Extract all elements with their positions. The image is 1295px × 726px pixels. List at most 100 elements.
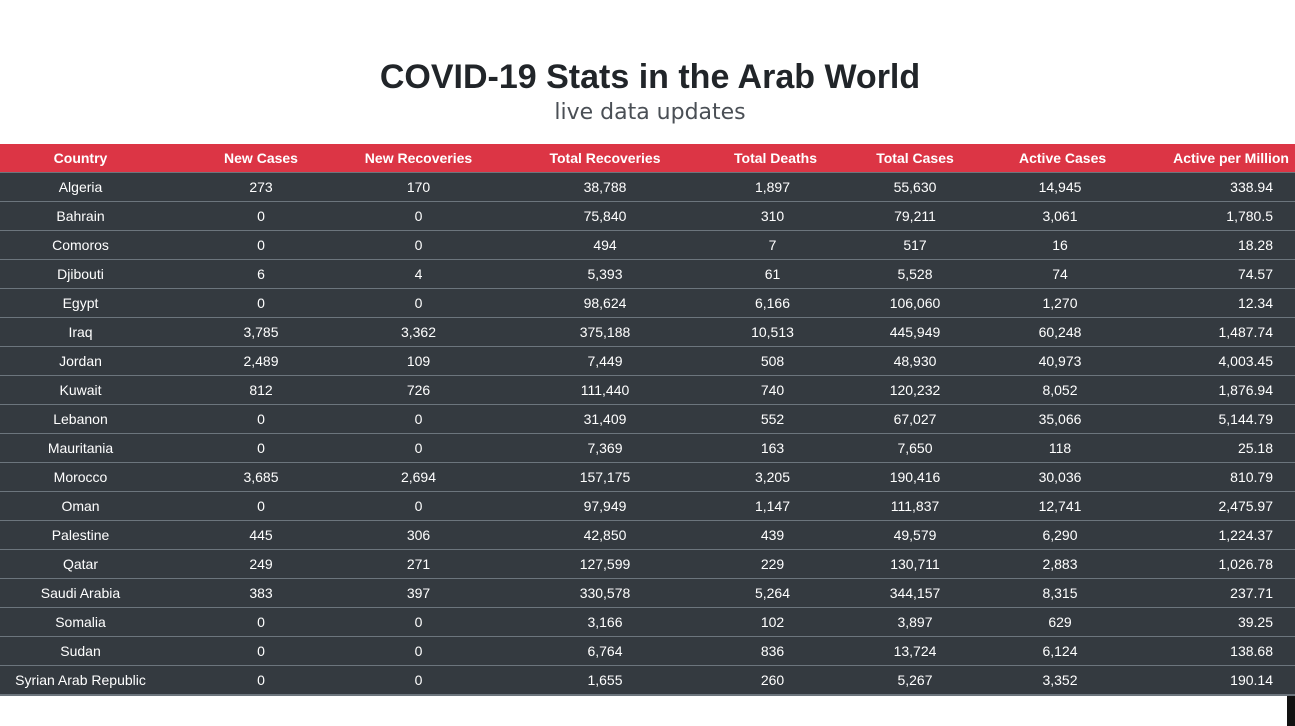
- table-body: Algeria 273 170 38,788 1,897 55,630 14,945 338.…: [0, 172, 1295, 696]
- cell-total-deaths: 3,205: [734, 462, 811, 492]
- column-header-total-recoveries: Total Recoveries: [549, 150, 661, 166]
- cell-active-per-million: 74.57: [1101, 259, 1295, 289]
- cell-total-cases: 7,650: [811, 433, 1019, 463]
- cell-new-recoveries: 0: [361, 636, 476, 666]
- cell-active-cases: 30,036: [1019, 462, 1101, 492]
- cell-new-recoveries: 306: [361, 520, 476, 550]
- cell-total-deaths: 439: [734, 520, 811, 550]
- table-row: Morocco 3,685 2,694 157,175 3,205 190,416 30,0…: [0, 462, 1295, 492]
- cell-total-deaths: 7: [734, 230, 811, 260]
- cell-active-cases: 2,883: [1019, 549, 1101, 579]
- cell-new-cases: 0: [161, 201, 361, 231]
- cell-country: Comoros: [0, 230, 161, 260]
- cell-new-recoveries: 0: [361, 491, 476, 521]
- cell-country: Egypt: [0, 288, 161, 318]
- cell-total-recoveries: 75,840: [476, 201, 734, 231]
- cell-total-recoveries: 3,166: [476, 607, 734, 637]
- cell-new-cases: 0: [161, 607, 361, 637]
- cell-new-recoveries: 0: [361, 607, 476, 637]
- table-row: Bahrain 0 0 75,840 310 79,211 3,061 1,780.5: [0, 201, 1295, 231]
- cell-new-cases: 0: [161, 230, 361, 260]
- cell-country: Bahrain: [0, 201, 161, 231]
- page-title: COVID-19 Stats in the Arab World: [379, 58, 921, 96]
- cell-active-per-million: 138.68: [1101, 636, 1295, 666]
- cell-active-per-million: 1,026.78: [1101, 549, 1295, 579]
- cell-active-per-million: 39.25: [1101, 607, 1295, 637]
- cell-total-deaths: 508: [734, 346, 811, 376]
- cell-total-recoveries: 127,599: [476, 549, 734, 579]
- cell-country: Kuwait: [0, 375, 161, 405]
- cell-total-recoveries: 38,788: [476, 172, 734, 202]
- table-row: Syrian Arab Republic 0 0 1,655 260 5,267 3,352…: [0, 665, 1295, 696]
- table-row: Sudan 0 0 6,764 836 13,724 6,124 138.68: [0, 636, 1295, 666]
- table-row: Kuwait 812 726 111,440 740 120,232 8,052 1,876.…: [0, 375, 1295, 405]
- cell-total-cases: 106,060: [811, 288, 1019, 318]
- table-row: Comoros 0 0 494 7 517 16 18.28: [0, 230, 1295, 260]
- cell-active-cases: 40,973: [1019, 346, 1101, 376]
- cell-total-recoveries: 111,440: [476, 375, 734, 405]
- cell-new-cases: 2,489: [161, 346, 361, 376]
- cell-total-cases: 120,232: [811, 375, 1019, 405]
- cell-total-recoveries: 375,188: [476, 317, 734, 347]
- cell-total-cases: 111,837: [811, 491, 1019, 521]
- stats-table-container: Country New Cases New Recoveries Total Reco…: [0, 144, 1295, 696]
- cell-total-recoveries: 157,175: [476, 462, 734, 492]
- table-header: Country New Cases New Recoveries Total Reco…: [0, 144, 1295, 173]
- table-row: Somalia 0 0 3,166 102 3,897 629 39.25: [0, 607, 1295, 637]
- cell-new-recoveries: 397: [361, 578, 476, 608]
- cell-active-per-million: 810.79: [1101, 462, 1295, 492]
- cell-new-recoveries: 0: [361, 665, 476, 696]
- cell-country: Saudi Arabia: [0, 578, 161, 608]
- cell-country: Algeria: [0, 172, 161, 202]
- cell-new-cases: 383: [161, 578, 361, 608]
- cell-active-per-million: 2,475.97: [1101, 491, 1295, 521]
- table-row: Palestine 445 306 42,850 439 49,579 6,290 1,224…: [0, 520, 1295, 550]
- cell-country: Sudan: [0, 636, 161, 666]
- cell-total-deaths: 1,897: [734, 172, 811, 202]
- cell-total-recoveries: 5,393: [476, 259, 734, 289]
- cell-new-recoveries: 109: [361, 346, 476, 376]
- cell-new-cases: 0: [161, 636, 361, 666]
- table-row: Mauritania 0 0 7,369 163 7,650 118 25.18: [0, 433, 1295, 463]
- cell-new-cases: 0: [161, 404, 361, 434]
- column-header-total-deaths: Total Deaths: [734, 150, 817, 166]
- cell-total-cases: 79,211: [811, 201, 1019, 231]
- cell-country: Mauritania: [0, 433, 161, 463]
- cell-total-deaths: 6,166: [734, 288, 811, 318]
- table-row: Djibouti 6 4 5,393 61 5,528 74 74.57: [0, 259, 1295, 289]
- cell-country: Oman: [0, 491, 161, 521]
- cell-country: Palestine: [0, 520, 161, 550]
- cell-total-recoveries: 330,578: [476, 578, 734, 608]
- cell-active-cases: 8,315: [1019, 578, 1101, 608]
- cell-total-recoveries: 31,409: [476, 404, 734, 434]
- cell-country: Djibouti: [0, 259, 161, 289]
- column-header-active-cases: Active Cases: [1019, 150, 1107, 166]
- cell-total-cases: 67,027: [811, 404, 1019, 434]
- table-row: Jordan 2,489 109 7,449 508 48,930 40,973 4,003.…: [0, 346, 1295, 376]
- cell-new-recoveries: 170: [361, 172, 476, 202]
- cell-total-cases: 55,630: [811, 172, 1019, 202]
- cell-total-deaths: 163: [734, 433, 811, 463]
- cell-country: Iraq: [0, 317, 161, 347]
- cell-total-recoveries: 494: [476, 230, 734, 260]
- cell-country: Morocco: [0, 462, 161, 492]
- column-header-country: Country: [53, 150, 108, 166]
- cell-new-cases: 0: [161, 665, 361, 696]
- cell-total-deaths: 836: [734, 636, 811, 666]
- cell-country: Somalia: [0, 607, 161, 637]
- cell-active-per-million: 1,876.94: [1101, 375, 1295, 405]
- cell-new-cases: 0: [161, 433, 361, 463]
- cell-total-recoveries: 98,624: [476, 288, 734, 318]
- cell-country: Jordan: [0, 346, 161, 376]
- cell-new-recoveries: 3,362: [361, 317, 476, 347]
- cell-active-cases: 74: [1019, 259, 1101, 289]
- cell-new-recoveries: 2,694: [361, 462, 476, 492]
- cell-active-cases: 118: [1019, 433, 1101, 463]
- cell-new-recoveries: 0: [361, 288, 476, 318]
- scrollbar-edge: [1287, 696, 1295, 726]
- cell-total-recoveries: 1,655: [476, 665, 734, 696]
- cell-new-cases: 249: [161, 549, 361, 579]
- cell-active-per-million: 1,780.5: [1101, 201, 1295, 231]
- cell-new-recoveries: 0: [361, 230, 476, 260]
